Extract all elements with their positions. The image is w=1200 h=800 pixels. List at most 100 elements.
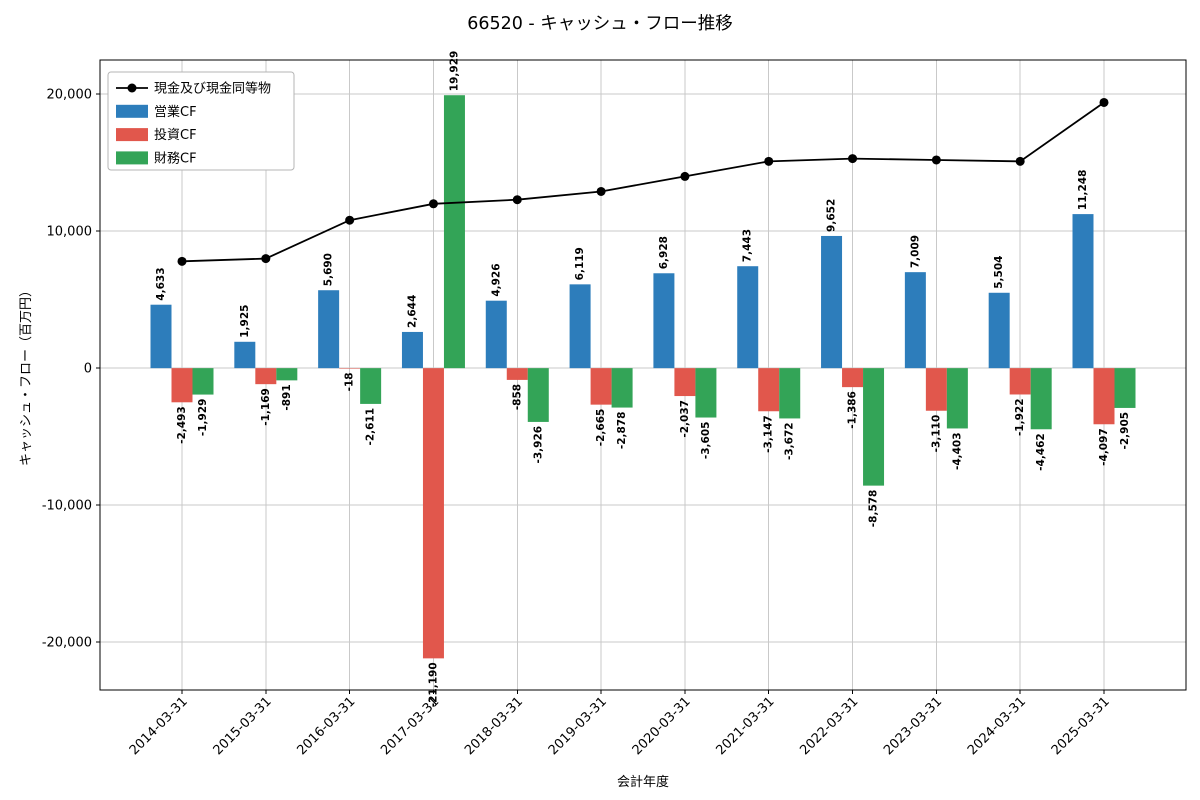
- bar-value-label: 9,652: [826, 199, 838, 232]
- cash-line-marker: [596, 186, 606, 196]
- bar-investing-cf: [339, 368, 361, 369]
- bar-value-label: 19,929: [448, 51, 460, 92]
- legend-label: 投資CF: [154, 127, 197, 143]
- bar-value-label: 11,248: [1077, 170, 1089, 211]
- x-tick-label: 2021-03-31: [714, 694, 778, 758]
- bar-investing-cf: [1093, 368, 1115, 425]
- bar-value-label: -1,922: [1014, 398, 1026, 436]
- cash-line-marker: [931, 155, 941, 165]
- bar-financing-cf: [276, 368, 298, 381]
- cash-line-marker: [1015, 156, 1025, 166]
- bar-operating-cf: [988, 292, 1010, 369]
- x-tick-label: 2014-03-31: [127, 694, 191, 758]
- bar-financing-cf: [443, 95, 465, 369]
- cash-line: [181, 101, 1105, 263]
- y-tick-label: 10,000: [47, 225, 93, 240]
- bar-financing-cf: [360, 368, 382, 404]
- legend-item-operating-cf: 営業CF: [116, 104, 197, 120]
- bar-value-labels: 4,633 1,925 5,690 2,644 4,926 6,119 6,928 7,443…: [155, 51, 1131, 708]
- bar-operating-cf: [1072, 214, 1094, 369]
- legend-label: 現金及び現金同等物: [154, 81, 271, 97]
- bar-financing-cf: [695, 368, 717, 418]
- chart-title: 66520 - キャッシュ・フロー推移: [467, 14, 733, 34]
- cash-line-marker: [177, 256, 187, 266]
- y-axis-label: キャッシュ・フロー（百万円）: [19, 284, 34, 466]
- bar-value-label: -3,672: [784, 422, 796, 460]
- bar-value-label: -1,929: [197, 399, 209, 437]
- bar-financing-cf: [779, 368, 801, 419]
- bar-value-label: -1,386: [847, 391, 859, 429]
- legend-item-financing-cf: 財務CF: [116, 151, 197, 166]
- cash-line-marker: [428, 199, 438, 209]
- bar-value-label: 6,928: [658, 236, 670, 269]
- bar-value-label: -2,493: [176, 406, 188, 444]
- bar-value-label: -8,578: [868, 490, 880, 528]
- bar-value-label: -1,169: [260, 388, 272, 426]
- x-tick-label: 2020-03-31: [630, 694, 694, 758]
- series-investing-cf: [171, 368, 1115, 659]
- bar-operating-cf: [318, 290, 340, 369]
- bar-value-label: -2,878: [616, 412, 628, 450]
- bar-investing-cf: [590, 368, 612, 405]
- y-tick-labels: -20,000 -10,000 0 10,000 20,000: [42, 88, 92, 651]
- bar-value-label: 2,644: [406, 295, 418, 328]
- bar-operating-cf: [234, 341, 256, 369]
- plot-border: [99, 59, 1187, 691]
- bar-value-label: -2,611: [365, 408, 377, 446]
- legend-swatch: [116, 128, 148, 142]
- bar-operating-cf: [904, 272, 926, 369]
- bar-value-label: -3,147: [763, 415, 775, 453]
- bar-value-label: -891: [281, 384, 293, 410]
- bar-operating-cf: [485, 300, 507, 369]
- cash-line-marker: [345, 215, 355, 225]
- bar-investing-cf: [758, 368, 780, 412]
- bar-investing-cf: [422, 368, 444, 659]
- bar-value-label: -18: [344, 372, 356, 391]
- bar-value-label: -4,097: [1098, 428, 1110, 466]
- legend-swatch: [116, 151, 148, 165]
- legend-marker-sample: [127, 83, 137, 93]
- bar-operating-cf: [401, 331, 423, 369]
- bar-investing-cf: [506, 368, 528, 380]
- bar-value-label: 6,119: [574, 247, 586, 280]
- cash-line-marker: [764, 156, 774, 166]
- bar-value-label: 7,443: [742, 229, 754, 262]
- x-tick-label: 2025-03-31: [1049, 694, 1113, 758]
- bar-value-label: -4,403: [951, 432, 963, 470]
- bar-financing-cf: [1030, 368, 1052, 430]
- x-tick-label: 2016-03-31: [294, 694, 358, 758]
- bar-financing-cf: [946, 368, 968, 429]
- x-tick-label: 2018-03-31: [462, 694, 526, 758]
- series-financing-cf: [192, 95, 1136, 486]
- x-tick-label: 2023-03-31: [881, 694, 945, 758]
- bar-investing-cf: [171, 368, 193, 403]
- y-tick-label: 20,000: [47, 88, 93, 103]
- bar-investing-cf: [925, 368, 947, 411]
- legend-item-investing-cf: 投資CF: [116, 127, 197, 143]
- bar-value-label: 5,504: [993, 256, 1005, 289]
- bar-investing-cf: [1009, 368, 1031, 395]
- series-operating-cf: [150, 214, 1094, 369]
- bar-value-label: 7,009: [909, 235, 921, 268]
- x-tick-label: 2017-03-31: [378, 694, 442, 758]
- bar-value-label: -2,665: [595, 409, 607, 447]
- bars-layer: [150, 95, 1136, 659]
- legend-swatch: [116, 104, 148, 118]
- x-tick-label: 2015-03-31: [211, 694, 275, 758]
- bar-investing-cf: [255, 368, 277, 385]
- bar-value-label: 5,690: [323, 253, 335, 286]
- bar-financing-cf: [527, 368, 549, 422]
- bar-value-label: -2,037: [679, 400, 691, 438]
- bar-operating-cf: [821, 235, 843, 369]
- bar-value-label: -21,190: [427, 662, 439, 707]
- bar-value-label: -3,110: [930, 415, 942, 453]
- bar-value-label: -3,926: [532, 426, 544, 464]
- x-tick-labels: 2014-03-31 2015-03-31 2016-03-31 2017-03-31…: [127, 694, 1113, 758]
- cash-line-marker: [1099, 97, 1109, 107]
- bar-value-label: -3,605: [700, 422, 712, 460]
- x-tick-label: 2022-03-31: [797, 694, 861, 758]
- y-tick-label: -10,000: [42, 499, 92, 514]
